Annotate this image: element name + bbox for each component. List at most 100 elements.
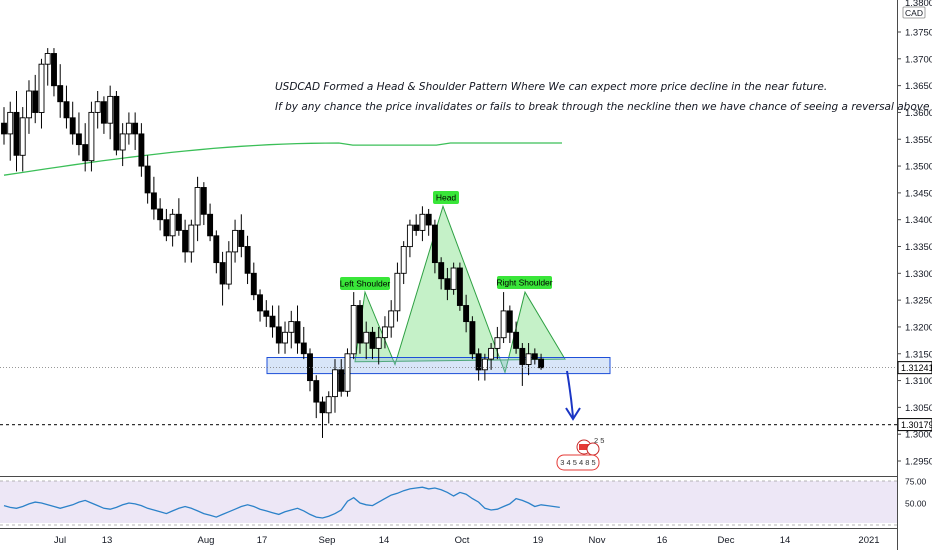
candle-body <box>44 53 51 65</box>
neckline-zone[interactable] <box>266 357 611 375</box>
price-tick-label: 1.29500 <box>905 457 932 468</box>
candle-body <box>494 337 501 349</box>
currency-label: CAD <box>905 8 923 18</box>
candle-body <box>388 310 395 328</box>
label-head: Head <box>436 193 457 203</box>
price-tick-label: 1.35000 <box>905 162 932 173</box>
candle-body <box>175 213 182 231</box>
candle-body <box>169 213 176 237</box>
candle-body <box>313 380 320 403</box>
candle-body <box>456 267 463 306</box>
events-strip <box>556 454 600 471</box>
candle-body <box>425 213 432 226</box>
candle-body <box>275 326 282 344</box>
moving-average <box>3 142 562 176</box>
candle-body <box>138 133 145 167</box>
candle-body <box>463 305 470 323</box>
time-tick-label: Dec <box>718 535 735 546</box>
events-numbers-top: 2 5 <box>594 436 604 445</box>
candle-body <box>450 267 457 290</box>
candle-body <box>13 111 20 156</box>
price-tick-label: 1.33500 <box>905 242 932 253</box>
candle-body <box>1 122 7 135</box>
candle-body <box>338 369 345 392</box>
time-tick-label: 19 <box>533 535 544 546</box>
candle-body <box>107 95 114 124</box>
candle-body <box>363 331 370 344</box>
candle-body <box>200 187 207 215</box>
current-price-tag-box <box>897 361 932 375</box>
candle-body <box>157 208 164 221</box>
candle-body <box>125 122 132 135</box>
candle-body <box>225 251 232 285</box>
candle-body <box>375 337 382 349</box>
candles <box>1 48 545 438</box>
candle-body <box>307 353 313 382</box>
candle-body <box>75 133 82 146</box>
time-tick-label: 2021 <box>858 535 879 546</box>
time-tick-label: 13 <box>102 535 113 546</box>
candle-body <box>413 224 420 231</box>
candle-body <box>163 219 170 237</box>
candle-body <box>369 331 376 349</box>
price-tick-label: 1.31000 <box>905 376 932 387</box>
projection-arrow <box>565 370 581 421</box>
neckline-zone-box[interactable] <box>266 357 611 375</box>
candle-body <box>244 246 251 274</box>
candle-body <box>506 310 513 333</box>
time-tick-label: Nov <box>589 535 606 546</box>
candle-body <box>263 310 270 317</box>
candle-body <box>300 342 307 355</box>
candle-body <box>269 315 276 328</box>
price-pane <box>0 0 897 477</box>
time-tick-label: Sep <box>319 535 336 546</box>
annotation-line-1: USDCAD Formed a Head & Shoulder Pattern … <box>275 81 827 93</box>
candle-body <box>57 85 64 103</box>
candle-body <box>69 117 76 135</box>
candle-body <box>188 224 195 253</box>
candle-body <box>488 347 495 360</box>
candle-body <box>194 187 201 226</box>
rsi-band <box>0 481 897 523</box>
currency-box[interactable] <box>902 6 926 19</box>
price-tick-label: 1.33000 <box>905 269 932 280</box>
price-tick-label: 1.34000 <box>905 215 932 226</box>
events-badge[interactable]: 3 4 5 4 8 5 2 5 <box>556 436 604 471</box>
label-right-shoulder: Right Shoulder <box>496 278 552 288</box>
label-right-shoulder-bg <box>497 276 552 289</box>
candle-body <box>525 353 532 365</box>
candle-body <box>238 229 245 247</box>
price-axis: 1.37500 1.37000 1.36500 1.36000 1.35500 1.350… <box>897 28 932 468</box>
candle-body <box>132 122 139 135</box>
candle-body <box>381 326 388 339</box>
price-tick-label: 1.37000 <box>905 54 932 65</box>
candle-body <box>325 396 332 414</box>
candle-body <box>394 272 401 312</box>
candle-body <box>419 213 426 231</box>
rsi-level-label: 50.00 <box>905 499 927 509</box>
candle-body <box>481 358 488 371</box>
price-tick-label: 1.31500 <box>905 349 932 360</box>
candle-body <box>513 331 520 349</box>
events-numbers: 3 4 5 4 8 5 <box>560 458 595 467</box>
price-tick-label: 1.30500 <box>905 403 932 414</box>
candle-body <box>119 133 126 151</box>
time-axis: Jul 13 Aug 17 Sep 14 Oct 19 Nov 16 Dec 14 2021 <box>54 535 880 546</box>
rsi-line <box>3 486 560 519</box>
price-tick-label: 1.35500 <box>905 135 932 146</box>
candle-body <box>344 353 351 392</box>
rsi-level-label: 75.00 <box>905 477 927 487</box>
candle-body <box>19 117 26 156</box>
candle-body <box>250 272 257 296</box>
candle-body <box>400 246 407 274</box>
price-tick-label: 1.36000 <box>905 108 932 119</box>
rsi-indicator: 75.00 50.00 <box>0 477 927 526</box>
current-price-tag: 1.31241 <box>901 363 932 373</box>
label-left-shoulder: Left Shoulder <box>340 279 391 289</box>
candle-body <box>431 224 438 264</box>
candle-body <box>519 347 526 365</box>
candle-body <box>51 53 57 87</box>
price-tick-label: 1.30000 <box>905 430 932 441</box>
